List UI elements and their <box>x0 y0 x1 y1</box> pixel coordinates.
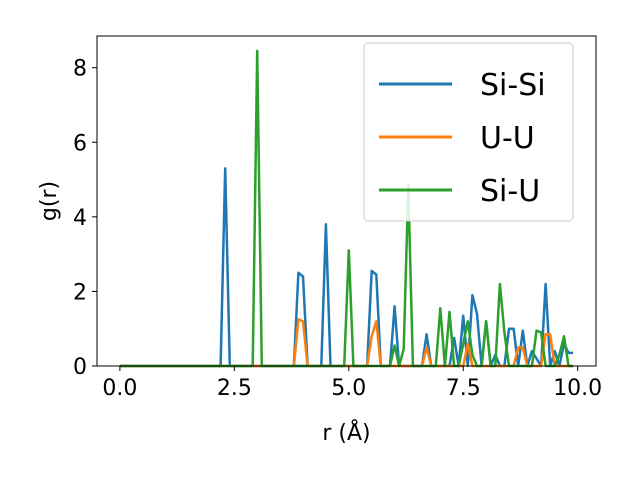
x-tick-label: 2.5 <box>217 376 252 401</box>
legend-label: Si-Si <box>480 68 546 103</box>
x-tick-label: 5.0 <box>331 376 366 401</box>
x-tick-label: 7.5 <box>446 376 481 401</box>
legend-label: U-U <box>480 121 535 156</box>
y-tick-label: 6 <box>73 131 87 156</box>
x-tick-label: 10.0 <box>553 376 602 401</box>
x-axis-label: r (Å) <box>322 419 370 446</box>
legend-label: Si-U <box>480 174 540 209</box>
y-tick-label: 8 <box>73 57 87 82</box>
legend-box <box>363 42 574 222</box>
y-tick-label: 2 <box>73 280 87 305</box>
plot-frame <box>96 35 597 367</box>
y-tick-label: 0 <box>73 355 87 380</box>
y-axis: 0 2 4 6 8 <box>73 57 97 380</box>
x-axis: 0.0 2.5 5.0 7.5 10.0 <box>102 366 602 401</box>
y-axis-label: g(r) <box>37 181 62 221</box>
legend: Si-Si U-U Si-U <box>363 42 574 222</box>
y-tick-label: 4 <box>73 206 87 231</box>
x-tick-label: 0.0 <box>102 376 137 401</box>
